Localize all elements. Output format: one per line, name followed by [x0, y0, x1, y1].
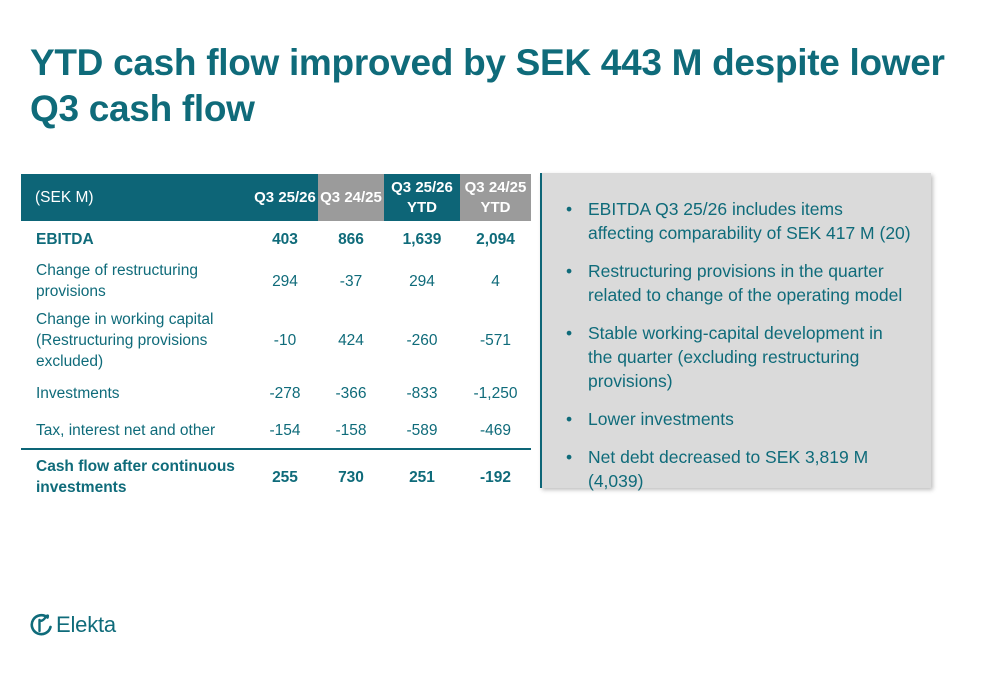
row-label: Change of restructuring provisions: [36, 262, 198, 300]
cell-value: -469: [479, 421, 512, 439]
row-label: Investments: [36, 385, 120, 402]
cell-value: 294: [272, 272, 298, 290]
cell-value: -589: [406, 421, 438, 439]
table-row: Change of restructuring provisions 294 -…: [21, 257, 531, 305]
cell-value: -10: [273, 331, 297, 349]
cell-value: -1,250: [473, 385, 518, 402]
header-unit: (SEK M): [21, 174, 252, 221]
row-label: Change in working capital (Restructuring…: [36, 310, 214, 370]
header-q3-2425: Q3 24/25: [318, 174, 384, 221]
elekta-logo: Elekta: [30, 611, 116, 639]
header-ytd-2526: Q3 25/26 YTD: [384, 174, 460, 221]
cell-value: 1,639: [402, 230, 442, 248]
bullet-icon: •: [566, 199, 573, 219]
bullet-item: • Stable working-capital development in t…: [566, 321, 911, 393]
bullet-item: • Net debt decreased to SEK 3,819 M (4,03…: [566, 445, 911, 493]
cell-value: 255: [252, 448, 318, 504]
header-ytd-2425: Q3 24/25 YTD: [460, 174, 531, 221]
logo-text: Elekta: [56, 612, 116, 637]
cell-value: 403: [272, 230, 298, 248]
bullet-item: • Lower investments: [566, 407, 911, 431]
bullet-text: EBITDA Q3 25/26 includes items affecting…: [588, 199, 911, 243]
cell-value: 2,094: [476, 230, 515, 248]
bullet-icon: •: [566, 261, 573, 281]
cash-flow-table: (SEK M) Q3 25/26 Q3 24/25 Q3 25/26 YTD Q…: [21, 174, 531, 504]
cell-value: -278: [269, 385, 301, 402]
cell-value: -366: [335, 385, 367, 402]
bullet-text: Stable working-capital development in th…: [588, 323, 883, 391]
elekta-logo-icon: [30, 613, 52, 636]
bullet-icon: •: [566, 409, 573, 429]
cell-value: 294: [409, 272, 435, 290]
table-header-row: (SEK M) Q3 25/26 Q3 24/25 Q3 25/26 YTD Q…: [21, 174, 531, 221]
table-row: EBITDA 403 866 1,639 2,094: [21, 221, 531, 257]
row-label: EBITDA: [36, 230, 94, 248]
cell-value: -260: [406, 331, 438, 349]
bullet-icon: •: [566, 323, 573, 343]
row-label: Cash flow after continuous investments: [21, 448, 252, 504]
bullet-text: Lower investments: [588, 409, 734, 429]
row-label: Tax, interest net and other: [36, 421, 216, 439]
header-q3-2526: Q3 25/26: [252, 174, 318, 221]
cell-value: 4: [491, 272, 500, 290]
cell-value: -158: [335, 421, 367, 439]
table-row-total: Cash flow after continuous investments 2…: [21, 448, 531, 504]
cell-value: 866: [338, 230, 364, 248]
bullet-item: • Restructuring provisions in the quarter…: [566, 259, 911, 307]
page-title: YTD cash flow improved by SEK 443 M desp…: [30, 42, 945, 129]
table-row: Tax, interest net and other -154 -158 -5…: [21, 412, 531, 449]
bullet-text: Net debt decreased to SEK 3,819 M (4,039…: [588, 447, 869, 491]
bullet-list: • EBITDA Q3 25/26 includes items affectin…: [542, 173, 931, 493]
bullet-icon: •: [566, 447, 573, 467]
cell-value: -37: [339, 272, 363, 290]
cell-value: -571: [479, 331, 512, 349]
table-row: Change in working capital (Restructuring…: [21, 305, 531, 375]
cell-value: -192: [460, 448, 531, 504]
bullet-item: • EBITDA Q3 25/26 includes items affectin…: [566, 197, 911, 245]
bullet-text: Restructuring provisions in the quarter …: [588, 261, 903, 305]
cell-value: 424: [338, 331, 364, 349]
cell-value: 730: [318, 448, 384, 504]
cell-value: 251: [384, 448, 460, 504]
table-row: Investments -278 -366 -833 -1,250: [21, 375, 531, 412]
cell-value: -833: [406, 385, 438, 402]
cell-value: -154: [269, 421, 301, 439]
commentary-panel: • EBITDA Q3 25/26 includes items affectin…: [540, 173, 931, 491]
